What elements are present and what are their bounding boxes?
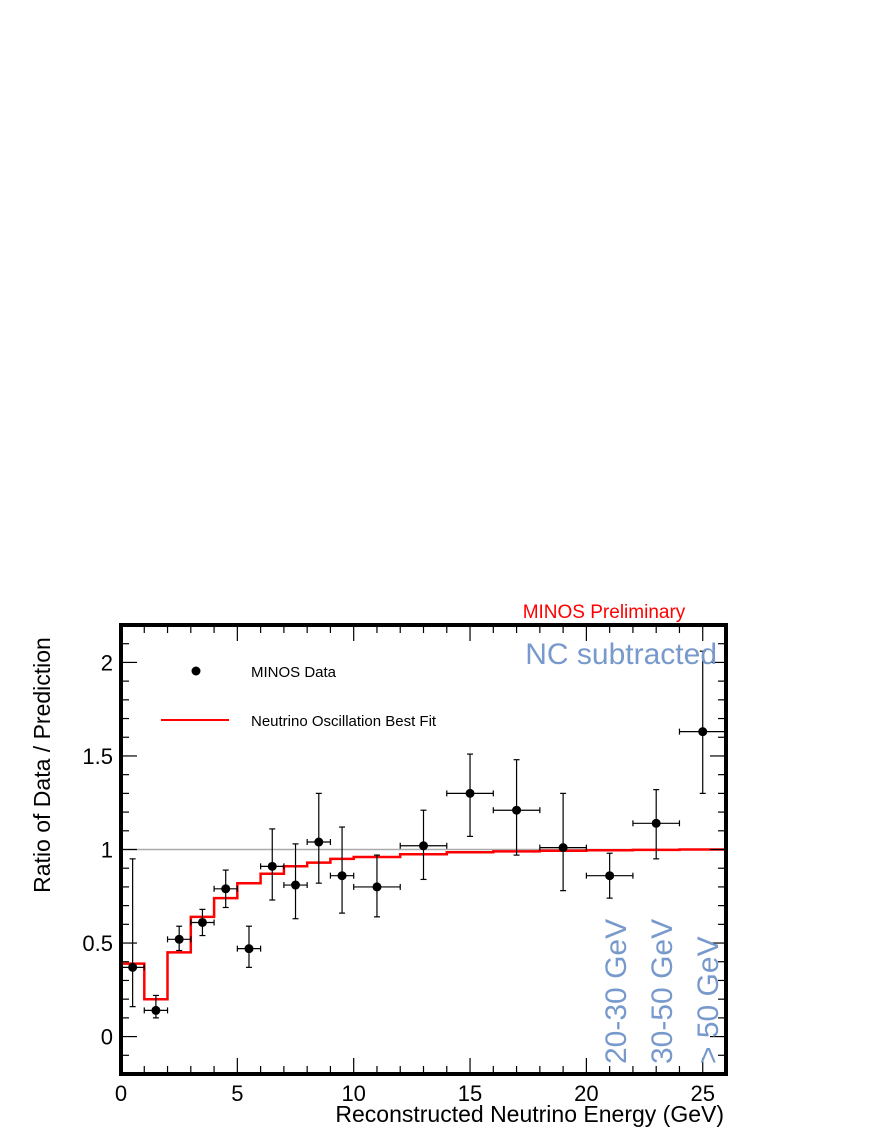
data-marker	[314, 837, 324, 847]
data-point-6	[260, 828, 285, 901]
data-marker	[128, 962, 138, 972]
data-point-2	[166, 925, 192, 952]
bin-label-30-50: 30-50 GeV	[646, 919, 679, 1064]
y-tick-label: 2	[101, 650, 113, 675]
data-marker	[512, 805, 522, 815]
data-marker	[174, 934, 184, 944]
data-point-9	[329, 826, 355, 914]
legend-fit-label: Neutrino Oscillation Best Fit	[251, 713, 437, 730]
data-point-15	[585, 852, 634, 899]
y-tick-label: 0	[101, 1025, 113, 1050]
data-point-11	[399, 809, 448, 881]
data-point-4	[213, 869, 238, 909]
data-marker	[372, 882, 382, 892]
data-marker	[558, 843, 568, 853]
data-point-13	[492, 759, 541, 856]
data-point-16	[632, 789, 681, 860]
data-point-7	[283, 843, 308, 920]
axis-layer: 0 5 10 15 20 25 0 0.5 1 1.5 2	[82, 623, 728, 1106]
data-marker	[605, 871, 615, 881]
x-tick-label: 0	[115, 1081, 127, 1106]
data-point-14	[539, 792, 587, 892]
nc-subtracted-label: NC subtracted	[525, 638, 717, 671]
data-point-8	[306, 792, 332, 884]
data-point-5	[236, 925, 262, 968]
y-tick-label: 1.5	[82, 744, 113, 769]
legend-data-marker	[191, 666, 201, 676]
data-marker	[291, 880, 301, 890]
x-tick-label: 25	[690, 1081, 714, 1106]
x-tick-label: 15	[458, 1081, 482, 1106]
data-marker	[151, 1005, 161, 1015]
data-marker	[337, 871, 347, 881]
data-point-1	[143, 994, 169, 1019]
data-marker	[698, 727, 708, 737]
data-point-10	[353, 854, 401, 918]
data-marker	[221, 884, 231, 894]
data-point-12	[446, 753, 494, 838]
preliminary-label: MINOS Preliminary	[523, 602, 686, 623]
data-point-0	[120, 858, 145, 1008]
x-tick-label: 10	[341, 1081, 365, 1106]
data-layer	[120, 650, 727, 1019]
y-tick-label: 0.5	[82, 931, 113, 956]
bin-label-over-50: > 50 GeV	[692, 936, 725, 1064]
bin-label-20-30: 20-30 GeV	[600, 919, 633, 1064]
legend-data-label: MINOS Data	[251, 664, 337, 681]
x-axis-title: Reconstructed Neutrino Energy (GeV)	[335, 1101, 724, 1127]
y-axis-title: Ratio of Data / Prediction	[29, 637, 55, 893]
data-point-3	[190, 908, 215, 937]
data-marker	[197, 917, 207, 927]
x-tick-label: 5	[231, 1081, 243, 1106]
x-tick-label: 20	[574, 1081, 598, 1106]
data-marker	[651, 818, 661, 828]
data-marker	[419, 841, 428, 851]
data-point-17	[678, 650, 727, 794]
y-tick-label: 1	[101, 838, 113, 863]
legend: MINOS Data Neutrino Oscillation Best Fit	[161, 664, 437, 730]
data-marker	[244, 944, 254, 954]
data-marker	[465, 788, 475, 798]
data-marker	[267, 861, 277, 871]
